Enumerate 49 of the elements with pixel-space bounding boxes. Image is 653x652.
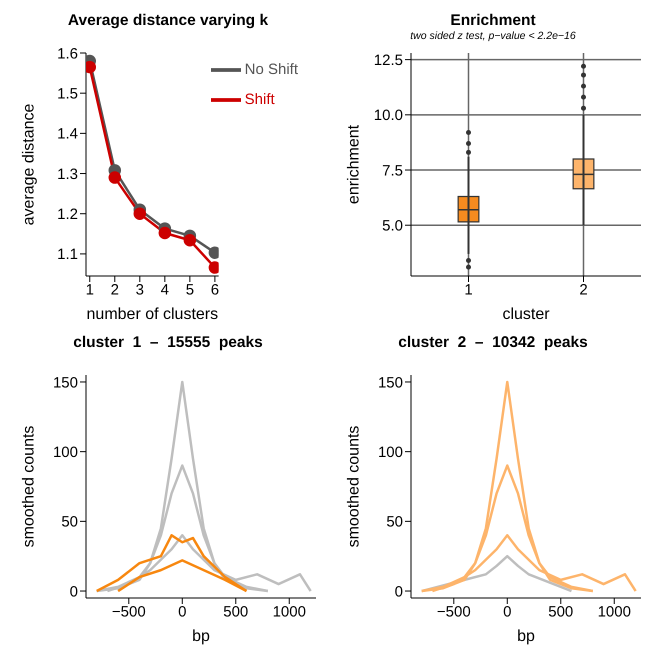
chart-title: Enrichment [449, 11, 537, 30]
y-tick-label: 150 [52, 374, 78, 392]
x-tick-label: −500 [436, 604, 471, 621]
y-tick-label: 0 [394, 583, 403, 600]
x-tick-label: 500 [223, 604, 248, 621]
x-axis-title: number of clusters [86, 306, 218, 323]
y-axis-title: enrichment [346, 124, 363, 204]
chart-title: Average distance varying k [66, 11, 270, 30]
x-tick-label: 2 [579, 282, 588, 299]
y-tick-label: 10.0 [374, 107, 403, 124]
y-tick-label: 1.2 [57, 206, 78, 224]
x-tick-label: 5 [186, 282, 194, 299]
x-axis-title: bp [192, 628, 210, 645]
y-tick-label: 1.6 [57, 45, 78, 62]
y-tick-label: 100 [378, 444, 403, 461]
x-tick-label: 4 [160, 282, 170, 299]
legend-label: Shift [244, 90, 275, 108]
y-tick-label: 1.4 [57, 126, 78, 143]
x-axis-title: bp [517, 628, 535, 645]
y-axis-title: smoothed counts [20, 426, 38, 548]
y-axis-title: average distance [20, 103, 38, 226]
y-tick-label: 1.3 [57, 166, 78, 183]
y-tick-label: 5.0 [382, 218, 403, 235]
x-tick-label: 2 [110, 282, 119, 299]
y-tick-label: 7.5 [382, 162, 403, 180]
y-tick-label: 150 [378, 374, 403, 392]
x-tick-label: 0 [178, 604, 186, 621]
y-tick-label: 100 [52, 444, 78, 461]
x-tick-label: 500 [548, 604, 574, 621]
legend-label: No Shift [244, 60, 298, 78]
x-tick-label: −500 [112, 604, 146, 621]
chart-subtitle: two sided z test, p−value < 2.2e−16 [409, 30, 577, 42]
chart-title: cluster 2 – 10342 peaks [397, 333, 589, 352]
y-tick-label: 50 [61, 514, 78, 531]
x-axis-title: cluster [502, 306, 550, 323]
y-tick-label: 1.5 [57, 86, 78, 103]
x-tick-label: 1 [86, 282, 94, 299]
y-tick-label: 50 [386, 514, 403, 531]
y-tick-label: 0 [70, 583, 78, 600]
y-tick-label: 12.5 [374, 52, 403, 69]
x-tick-label: 3 [136, 282, 144, 299]
chart-title: cluster 1 – 15555 peaks [72, 333, 264, 352]
y-axis-title: smoothed counts [346, 426, 363, 548]
x-tick-label: 1000 [598, 604, 631, 621]
x-tick-label: 6 [210, 282, 220, 299]
x-tick-label: 1000 [272, 604, 306, 621]
x-tick-label: 1 [464, 282, 473, 299]
x-tick-label: 0 [503, 604, 512, 621]
y-tick-label: 1.1 [57, 246, 78, 264]
